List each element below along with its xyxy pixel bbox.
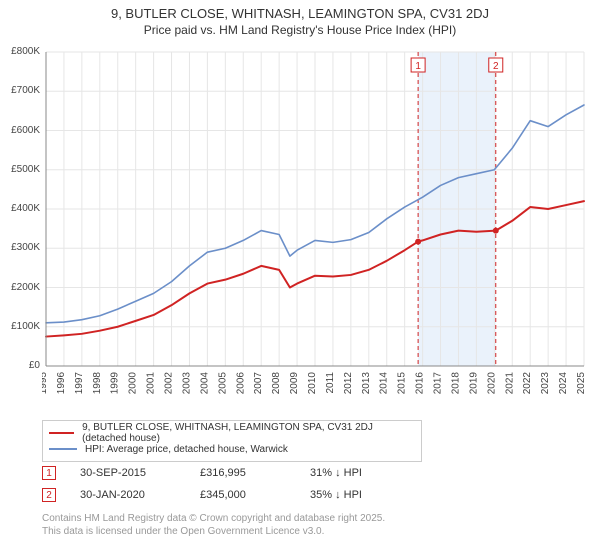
y-tick-label: £200K — [0, 282, 40, 293]
svg-text:2019: 2019 — [468, 372, 479, 395]
y-tick-label: £600K — [0, 125, 40, 136]
y-tick-label: £700K — [0, 85, 40, 96]
marker-price: £345,000 — [200, 489, 310, 501]
svg-text:1998: 1998 — [92, 372, 103, 395]
svg-text:2023: 2023 — [540, 372, 551, 395]
svg-text:2010: 2010 — [307, 372, 318, 395]
svg-text:2012: 2012 — [343, 372, 354, 395]
svg-text:2014: 2014 — [379, 372, 390, 395]
svg-text:1995: 1995 — [42, 372, 49, 395]
legend-label: 9, BUTLER CLOSE, WHITNASH, LEAMINGTON SP… — [82, 422, 415, 444]
svg-text:1: 1 — [415, 61, 421, 72]
svg-text:2001: 2001 — [146, 372, 157, 395]
chart-container: 9, BUTLER CLOSE, WHITNASH, LEAMINGTON SP… — [0, 0, 600, 560]
svg-text:2020: 2020 — [486, 372, 497, 395]
chart-title-line1: 9, BUTLER CLOSE, WHITNASH, LEAMINGTON SP… — [0, 6, 600, 21]
svg-text:2: 2 — [493, 61, 499, 72]
y-tick-label: £500K — [0, 164, 40, 175]
svg-text:2021: 2021 — [504, 372, 515, 395]
svg-text:2007: 2007 — [253, 372, 264, 395]
marker-badge: 1 — [42, 466, 56, 480]
marker-row: 1 30-SEP-2015 £316,995 31% ↓ HPI — [42, 462, 430, 484]
svg-text:2017: 2017 — [433, 372, 444, 395]
y-tick-label: £400K — [0, 203, 40, 214]
svg-text:2004: 2004 — [199, 372, 210, 395]
svg-text:1996: 1996 — [56, 372, 67, 395]
svg-text:2024: 2024 — [558, 372, 569, 395]
marker-row: 2 30-JAN-2020 £345,000 35% ↓ HPI — [42, 484, 430, 506]
svg-text:2013: 2013 — [361, 372, 372, 395]
legend-swatch — [49, 432, 74, 434]
legend-label: HPI: Average price, detached house, Warw… — [85, 444, 288, 455]
markers-table: 1 30-SEP-2015 £316,995 31% ↓ HPI 2 30-JA… — [42, 462, 430, 506]
footnote-line1: Contains HM Land Registry data © Crown c… — [42, 512, 385, 525]
marker-delta: 31% ↓ HPI — [310, 467, 430, 479]
footnote: Contains HM Land Registry data © Crown c… — [42, 512, 385, 538]
svg-text:2015: 2015 — [397, 372, 408, 395]
chart-title-line2: Price paid vs. HM Land Registry's House … — [0, 23, 600, 37]
marker-delta: 35% ↓ HPI — [310, 489, 430, 501]
svg-text:2022: 2022 — [522, 372, 533, 395]
marker-date: 30-SEP-2015 — [80, 467, 200, 479]
svg-text:2006: 2006 — [235, 372, 246, 395]
legend-item: 9, BUTLER CLOSE, WHITNASH, LEAMINGTON SP… — [49, 425, 415, 441]
svg-text:2005: 2005 — [217, 372, 228, 395]
svg-text:2002: 2002 — [164, 372, 175, 395]
y-tick-label: £0 — [0, 360, 40, 371]
svg-text:1997: 1997 — [74, 372, 85, 395]
svg-text:2011: 2011 — [325, 372, 336, 394]
legend-swatch — [49, 448, 77, 450]
line-chart: 1 2 1995 1996 1997 1998 1999 2000 2001 2002 2003 20… — [42, 48, 590, 408]
svg-text:2025: 2025 — [576, 372, 587, 395]
svg-text:2003: 2003 — [181, 372, 192, 395]
title-block: 9, BUTLER CLOSE, WHITNASH, LEAMINGTON SP… — [0, 0, 600, 37]
footnote-line2: This data is licensed under the Open Gov… — [42, 525, 385, 538]
y-tick-label: £800K — [0, 46, 40, 57]
svg-text:2008: 2008 — [271, 372, 282, 395]
marker-badge: 2 — [42, 488, 56, 502]
svg-text:2009: 2009 — [289, 372, 300, 395]
svg-text:2018: 2018 — [450, 372, 461, 395]
y-tick-label: £100K — [0, 321, 40, 332]
svg-text:2000: 2000 — [128, 372, 139, 395]
marker-price: £316,995 — [200, 467, 310, 479]
legend: 9, BUTLER CLOSE, WHITNASH, LEAMINGTON SP… — [42, 420, 422, 462]
svg-text:2016: 2016 — [415, 372, 426, 395]
marker-date: 30-JAN-2020 — [80, 489, 200, 501]
y-tick-label: £300K — [0, 242, 40, 253]
svg-text:1999: 1999 — [110, 372, 121, 395]
